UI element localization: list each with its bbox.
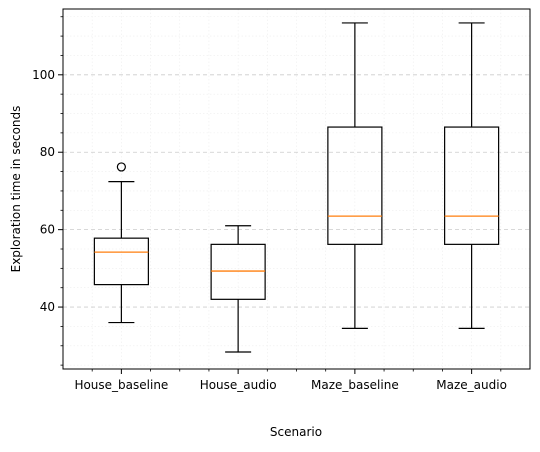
y-tick-label: 80 — [40, 145, 55, 159]
box-iqr — [444, 126, 500, 245]
x-tick-label-House_baseline: House_baseline — [74, 378, 168, 392]
box-iqr — [93, 237, 149, 286]
box-iqr — [210, 243, 266, 300]
box-iqr — [327, 126, 383, 245]
x-tick-label-House_audio: House_audio — [200, 378, 277, 392]
y-axis-label: Exploration time in seconds — [9, 106, 23, 273]
box-House_audio — [210, 225, 266, 353]
box-layer — [93, 22, 500, 353]
y-tick-label: 60 — [40, 223, 55, 237]
x-tick-label-Maze_audio: Maze_audio — [436, 378, 507, 392]
grid-layer — [63, 9, 530, 369]
outlier-point — [116, 162, 126, 172]
axis-layer: 40 60 80 100 House_baseline House_audio Maze_b… — [32, 16, 507, 392]
box-House_baseline — [93, 162, 149, 324]
y-tick-label: 100 — [32, 68, 55, 82]
box-Maze_audio — [444, 22, 500, 329]
box-Maze_baseline — [327, 22, 383, 329]
y-tick-label: 40 — [40, 300, 55, 314]
x-tick-label-Maze_baseline: Maze_baseline — [311, 378, 399, 392]
x-axis-label: Scenario — [270, 425, 322, 439]
